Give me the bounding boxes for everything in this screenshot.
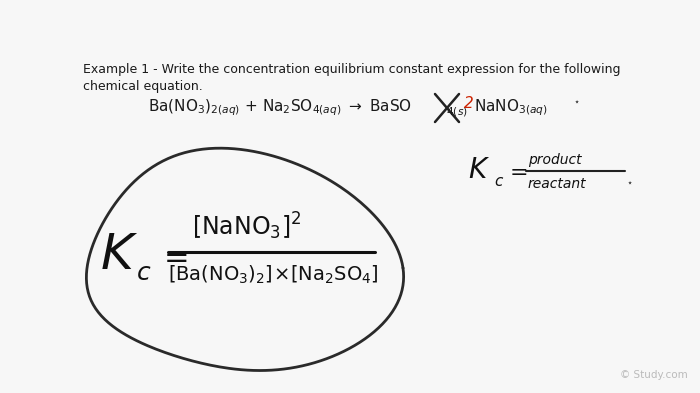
- Text: product: product: [528, 153, 582, 167]
- Text: NaNO$_{3(aq)}$: NaNO$_{3(aq)}$: [474, 98, 548, 118]
- Text: $=$: $=$: [158, 242, 188, 270]
- Text: © Study.com: © Study.com: [620, 370, 687, 380]
- Text: $[\mathsf{NaNO}_3]^2$: $[\mathsf{NaNO}_3]^2$: [192, 210, 302, 242]
- Text: Ba(NO$_3$)$_{2(aq)}$ + Na$_2$SO$_{4(aq)}$ $\rightarrow$ BaSO: Ba(NO$_3$)$_{2(aq)}$ + Na$_2$SO$_{4(aq)}…: [148, 98, 412, 118]
- Text: $\star$: $\star$: [573, 96, 580, 106]
- Text: $K$: $K$: [468, 156, 490, 184]
- Text: reactant: reactant: [528, 177, 587, 191]
- Text: $_{4(s)}$: $_{4(s)}$: [446, 103, 468, 119]
- Text: $c$: $c$: [136, 261, 151, 285]
- Text: $=$: $=$: [505, 161, 528, 181]
- Text: 2: 2: [464, 97, 474, 112]
- Text: $[\mathsf{Ba(NO}_3)_2]\!\times\![\mathsf{Na}_2\mathsf{SO}_4]$: $[\mathsf{Ba(NO}_3)_2]\!\times\![\mathsf…: [168, 264, 379, 286]
- Text: $K$: $K$: [100, 230, 138, 280]
- Text: chemical equation.: chemical equation.: [83, 80, 203, 93]
- Text: Example 1 - Write the concentration equilibrium constant expression for the foll: Example 1 - Write the concentration equi…: [83, 63, 620, 76]
- Text: $\star$: $\star$: [626, 177, 633, 187]
- Text: $c$: $c$: [494, 175, 504, 189]
